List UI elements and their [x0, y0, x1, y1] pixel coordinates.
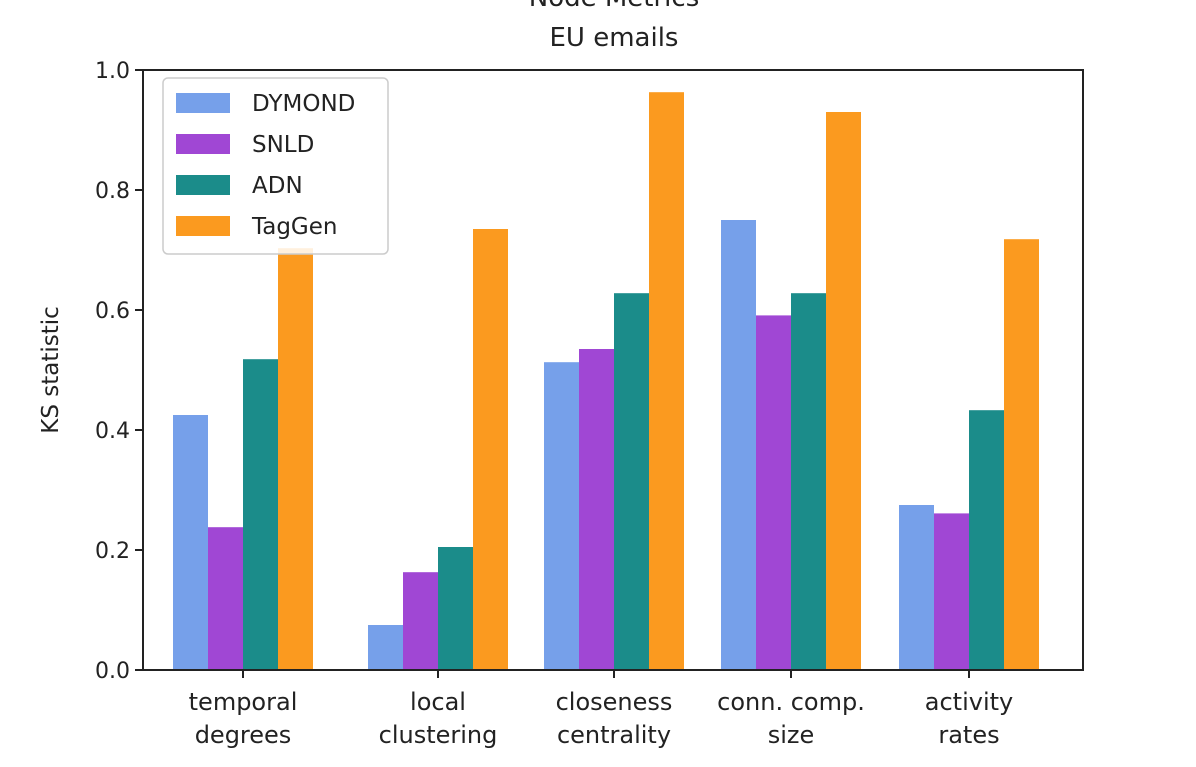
- bar-adn-3: [791, 293, 826, 670]
- bar-dymond-1: [368, 625, 403, 670]
- chart-subtitle: EU emails: [550, 23, 679, 53]
- bar-snld-4: [934, 513, 969, 670]
- y-axis-label: KS statistic: [38, 306, 64, 434]
- plot-frame: [142, 69, 1084, 671]
- x-tick-label: temporal: [189, 688, 298, 716]
- x-tick-label: size: [768, 721, 815, 749]
- y-axis: 0.0 0.2 0.4 0.6 0.8 1.0: [95, 59, 143, 684]
- bars-group: [173, 92, 1039, 670]
- x-tick-label: local: [410, 688, 466, 716]
- chart-title: Node Metrics: [529, 0, 700, 13]
- x-tick-label: degrees: [195, 721, 292, 749]
- legend-swatch-dymond: [176, 93, 230, 113]
- bar-dymond-0: [173, 415, 208, 670]
- x-tick-label: rates: [938, 721, 999, 749]
- y-tick-label: 1.0: [95, 59, 130, 84]
- bar-adn-4: [969, 410, 1004, 670]
- bar-dymond-3: [721, 220, 756, 670]
- legend-label-adn: ADN: [252, 173, 303, 199]
- legend-label-taggen: TagGen: [251, 214, 338, 240]
- legend: DYMOND SNLD ADN TagGen: [162, 77, 389, 255]
- bar-taggen-3: [826, 112, 861, 670]
- y-tick-label: 0.8: [95, 179, 130, 204]
- bar-snld-1: [403, 572, 438, 670]
- x-tick-label: centrality: [557, 721, 671, 749]
- bar-snld-2: [579, 349, 614, 670]
- x-tick-label: closeness: [556, 688, 673, 716]
- legend-swatch-snld: [176, 134, 230, 154]
- x-tick-label: clustering: [379, 721, 498, 749]
- bar-taggen-1: [473, 229, 508, 670]
- y-tick-label: 0.2: [95, 539, 130, 564]
- legend-swatch-adn: [176, 175, 230, 195]
- bar-taggen-0: [278, 248, 313, 670]
- bar-dymond-4: [899, 505, 934, 670]
- x-tick-label: activity: [925, 688, 1013, 716]
- bar-taggen-4: [1004, 239, 1039, 670]
- legend-frame: [162, 77, 389, 255]
- bar-snld-3: [756, 315, 791, 670]
- bar-dymond-2: [544, 362, 579, 670]
- x-tick-label: conn. comp.: [717, 688, 865, 716]
- legend-swatch-taggen: [176, 216, 230, 236]
- bar-adn-2: [614, 293, 649, 670]
- legend-label-dymond: DYMOND: [252, 91, 355, 117]
- x-axis: temporal degrees local clustering closeness c…: [189, 670, 1013, 749]
- y-tick-label: 0.6: [95, 299, 130, 324]
- bar-snld-0: [208, 527, 243, 670]
- bar-adn-1: [438, 547, 473, 670]
- legend-label-snld: SNLD: [252, 132, 314, 158]
- y-tick-label: 0.0: [95, 659, 130, 684]
- bar-adn-0: [243, 359, 278, 670]
- bar-taggen-2: [649, 92, 684, 670]
- y-tick-label: 0.4: [95, 419, 130, 444]
